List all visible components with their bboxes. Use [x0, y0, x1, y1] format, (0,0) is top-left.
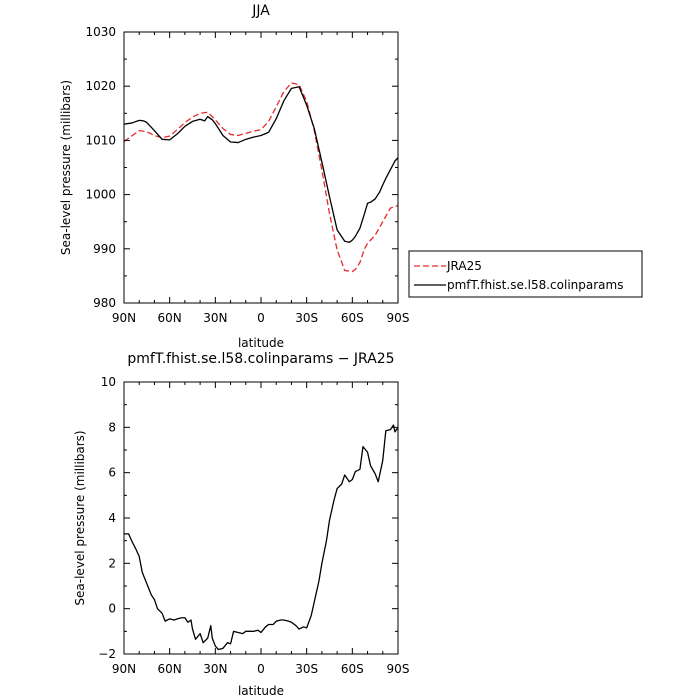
- top-y-tick-label: 1000: [85, 188, 116, 202]
- top-y-tick-label: 980: [93, 296, 116, 310]
- bottom-chart-title: pmfT.fhist.se.l58.colinparams − JRA25: [127, 351, 394, 367]
- bottom-y-tick-label: −2: [98, 647, 116, 661]
- top-series-line-pmft-fhist-se-l58-colinparams: [123, 86, 399, 243]
- top-x-tick-label: 60S: [341, 311, 364, 325]
- top-y-tick-label: 1020: [85, 79, 116, 93]
- bottom-x-tick-label: 0: [257, 662, 265, 676]
- bottom-y-tick-label: 0: [108, 602, 116, 616]
- top-x-tick-label: 0: [257, 311, 265, 325]
- top-chart-title: JJA: [251, 3, 270, 19]
- top-x-tick-label: 60N: [158, 311, 182, 325]
- bottom-y-tick-label: 4: [108, 511, 116, 525]
- top-legend: JRA25 pmfT.fhist.se.l58.colinparams: [408, 250, 643, 298]
- bottom-x-tick-label: 90N: [112, 662, 136, 676]
- legend-label-model: pmfT.fhist.se.l58.colinparams: [447, 278, 623, 292]
- bottom-x-axis-label: latitude: [238, 684, 284, 698]
- bottom-x-tick-label: 60S: [341, 662, 364, 676]
- bottom-y-tick-label: 10: [101, 375, 116, 389]
- bottom-x-tick-label: 30N: [203, 662, 227, 676]
- legend-label-jra25: JRA25: [446, 259, 482, 273]
- top-x-tick-label: 30N: [203, 311, 227, 325]
- bottom-y-axis-label: Sea-level pressure (millibars): [73, 430, 87, 605]
- legend-box: [408, 250, 643, 298]
- top-x-axis-label: latitude: [238, 336, 284, 350]
- top-y-tick-label: 990: [93, 242, 116, 256]
- top-y-tick-label: 1030: [85, 25, 116, 39]
- bottom-series-line-difference: [124, 424, 399, 651]
- bottom-y-tick-label: 2: [108, 556, 116, 570]
- bottom-y-tick-label: 8: [108, 420, 116, 434]
- top-y-tick-label: 1010: [85, 133, 116, 147]
- top-series-line-jra25: [123, 82, 399, 273]
- bottom-y-tick-label: 6: [108, 466, 116, 480]
- bottom-x-tick-label: 60N: [158, 662, 182, 676]
- bottom-x-tick-label: 30S: [295, 662, 318, 676]
- top-panel: JJA 90N 60N 30N 0 30S 60S 90S 980 990 1000 1010 102…: [59, 3, 409, 350]
- top-x-tick-label: 90S: [387, 311, 410, 325]
- bottom-panel: pmfT.fhist.se.l58.colinparams − JRA25 90…: [73, 351, 409, 698]
- top-x-tick-label: 90N: [112, 311, 136, 325]
- bottom-x-tick-label: 90S: [387, 662, 410, 676]
- top-x-tick-label: 30S: [295, 311, 318, 325]
- top-y-axis-label: Sea-level pressure (millibars): [59, 80, 73, 255]
